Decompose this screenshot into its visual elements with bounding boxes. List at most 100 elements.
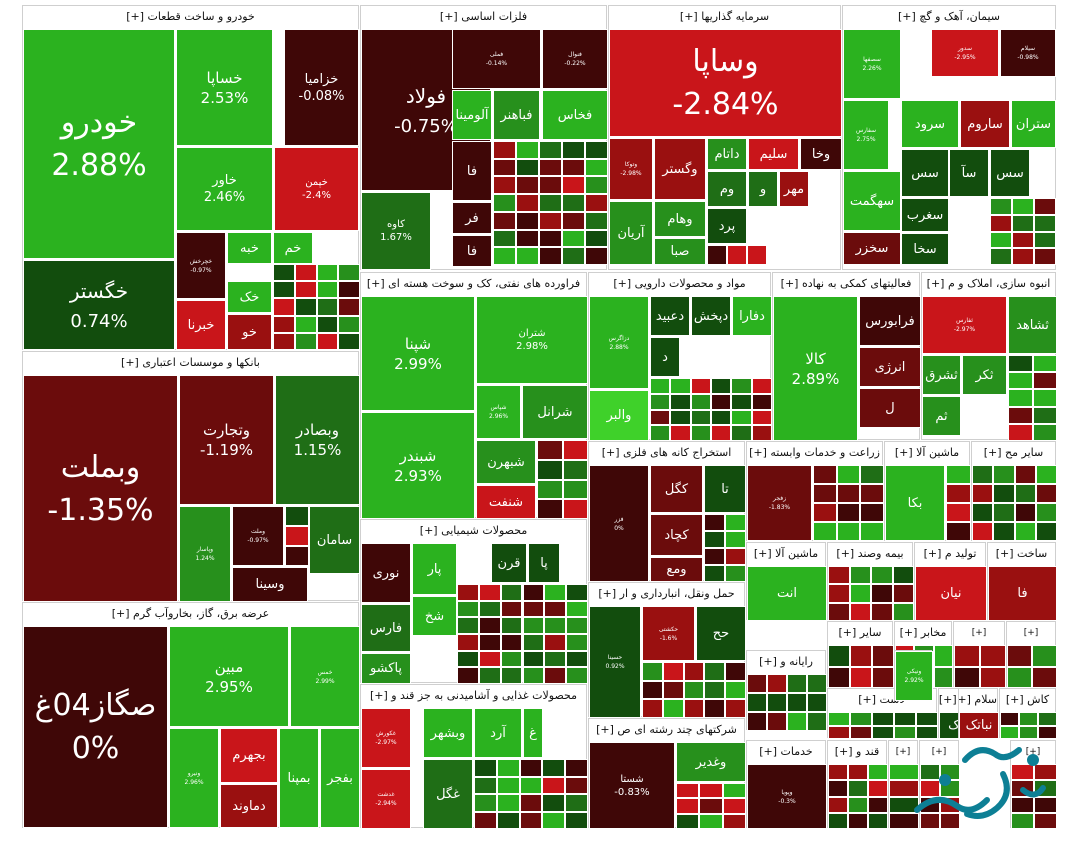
sector-title[interactable]: [+] <box>895 747 911 757</box>
stock-cell[interactable] <box>478 650 501 668</box>
stock-cell[interactable] <box>496 759 520 777</box>
sector-small2[interactable]: [+] <box>1006 621 1057 688</box>
stock-cell[interactable] <box>828 645 850 667</box>
stock-tile[interactable]: کگل <box>650 465 703 513</box>
stock-tile[interactable]: صگاز04غ 0% <box>23 626 168 828</box>
stock-tile[interactable]: فارس <box>361 604 411 652</box>
stock-tile[interactable]: خپمن -2.4% <box>274 147 359 231</box>
stock-cell[interactable] <box>933 666 953 688</box>
stock-cell[interactable] <box>699 798 723 814</box>
sector-title[interactable]: ساخت [+] <box>995 547 1048 560</box>
stock-tile[interactable]: خمس 2.99% <box>290 626 360 727</box>
stock-tile[interactable]: د <box>650 337 680 377</box>
stock-tile[interactable]: ثشاهد <box>1008 296 1057 354</box>
stock-cell[interactable] <box>889 780 919 797</box>
stock-cell[interactable] <box>662 662 684 681</box>
stock-cell[interactable] <box>537 499 563 519</box>
stock-tile[interactable]: وغدیر <box>676 742 746 782</box>
stock-cell[interactable] <box>990 231 1012 249</box>
sector-title[interactable]: انبوه سازی، املاک و م [+] <box>926 277 1051 290</box>
stock-cell[interactable] <box>828 566 850 585</box>
stock-cell[interactable] <box>860 503 884 522</box>
stock-cell[interactable] <box>537 479 563 500</box>
stock-cell[interactable] <box>690 409 711 426</box>
sector-cement[interactable]: سیمان، آهک و گچ [+] سصفها 2.26% سدور -2.95% س… <box>842 5 1056 270</box>
sector-title[interactable]: شرکتهای چند رشته ای ص [+] <box>596 723 737 736</box>
stock-cell[interactable] <box>747 245 767 265</box>
sector-pharma[interactable]: مواد و محصولات دارویی [+] دزاگرس 2.88% والب… <box>588 272 772 441</box>
stock-cell[interactable] <box>850 712 872 726</box>
stock-cell[interactable] <box>285 526 309 546</box>
stock-cell[interactable] <box>565 794 588 812</box>
stock-cell[interactable] <box>894 725 916 739</box>
stock-cell[interactable] <box>585 141 608 159</box>
stock-cell[interactable] <box>516 194 539 212</box>
stock-cell[interactable] <box>566 617 588 634</box>
stock-cell[interactable] <box>273 281 295 299</box>
stock-cell[interactable] <box>1012 198 1034 215</box>
stock-cell[interactable] <box>940 812 960 829</box>
stock-cell[interactable] <box>1035 484 1057 503</box>
stock-cell[interactable] <box>699 813 723 829</box>
stock-cell[interactable] <box>474 811 497 829</box>
stock-cell[interactable] <box>850 725 872 739</box>
sector-title[interactable]: محصولات شیمیایی [+] <box>419 524 528 537</box>
stock-cell[interactable] <box>1007 645 1032 667</box>
stock-tile[interactable]: شخ <box>412 596 457 636</box>
sector-title[interactable]: سلام [+] <box>959 693 997 706</box>
stock-cell[interactable] <box>731 378 752 394</box>
sector-title[interactable]: ماشین آلا [+] <box>753 547 819 560</box>
stock-cell[interactable] <box>493 158 516 177</box>
stock-cell[interactable] <box>711 378 732 394</box>
sector-title[interactable]: کاش [+] <box>1005 693 1050 706</box>
stock-tile[interactable]: خو <box>227 314 272 350</box>
stock-tile[interactable]: فرابورس <box>859 296 921 346</box>
stock-cell[interactable] <box>670 393 691 410</box>
stock-cell[interactable] <box>767 674 787 693</box>
stock-cell[interactable] <box>522 600 545 618</box>
stock-cell[interactable] <box>519 776 543 794</box>
stock-cell[interactable] <box>868 780 888 797</box>
stock-tile[interactable]: وبملت -1.35% <box>23 375 178 602</box>
stock-cell[interactable] <box>496 776 520 794</box>
sector-auto[interactable]: خودرو و ساخت قطعات [+] خودرو 2.88% خگستر 0.7… <box>22 5 360 350</box>
stock-cell[interactable] <box>707 245 727 265</box>
stock-cell[interactable] <box>294 315 317 333</box>
stock-cell[interactable] <box>860 522 884 541</box>
sector-title[interactable]: فعالیتهای کمکی به نهاده [+] <box>780 277 912 290</box>
stock-cell[interactable] <box>1034 248 1056 265</box>
stock-cell[interactable] <box>946 522 971 541</box>
stock-tile[interactable]: خساپا 2.53% <box>176 29 273 146</box>
stock-cell[interactable] <box>993 465 1015 484</box>
stock-cell[interactable] <box>1012 231 1034 249</box>
stock-tile[interactable]: خبه <box>227 232 272 264</box>
sector-agri[interactable]: زراعت و خدمات وابسته [+] زفجر -1.83% <box>746 441 884 541</box>
stock-tile[interactable]: سفارس 2.75% <box>843 100 889 170</box>
stock-cell[interactable] <box>836 484 861 503</box>
sector-plastic[interactable]: لاست [+] <box>827 688 938 739</box>
stock-cell[interactable] <box>1032 372 1057 390</box>
stock-cell[interactable] <box>892 566 914 585</box>
stock-cell[interactable] <box>807 712 827 731</box>
stock-cell[interactable] <box>493 229 516 248</box>
stock-cell[interactable] <box>474 794 497 812</box>
stock-cell[interactable] <box>916 712 938 726</box>
stock-cell[interactable] <box>1038 725 1057 739</box>
stock-cell[interactable] <box>500 617 523 634</box>
sector-title[interactable]: لاست [+] <box>858 693 906 706</box>
stock-cell[interactable] <box>562 229 585 248</box>
stock-cell[interactable] <box>544 634 567 651</box>
stock-cell[interactable] <box>916 725 938 739</box>
sector-sugar[interactable]: قند و [+] <box>827 740 888 829</box>
stock-tile[interactable]: خودرو 2.88% <box>23 29 175 259</box>
sector-title[interactable]: عرضه برق، گاز، بخاروآب گرم [+] <box>111 607 270 620</box>
stock-cell[interactable] <box>478 634 501 651</box>
stock-cell[interactable] <box>747 712 767 731</box>
stock-tile[interactable]: ونیکی 2.92% <box>895 651 933 701</box>
stock-cell[interactable] <box>1034 214 1056 232</box>
stock-tile[interactable]: انت <box>747 566 827 621</box>
stock-cell[interactable] <box>747 693 767 712</box>
stock-cell[interactable] <box>704 680 726 700</box>
stock-tile[interactable]: وساپا -2.84% <box>609 29 842 137</box>
stock-cell[interactable] <box>338 264 360 282</box>
